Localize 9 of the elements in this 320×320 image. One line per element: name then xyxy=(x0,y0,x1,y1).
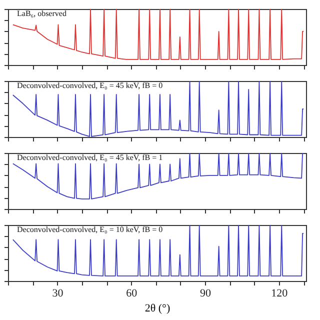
annotation: LaB₆, observed xyxy=(17,9,66,18)
x-tick-label: 120 xyxy=(271,288,288,300)
annotation: Deconvolved-convolved, E₀ = 45 keV, fB = 0 xyxy=(17,81,163,90)
x-tick-label: 60 xyxy=(126,288,138,300)
annotation: Deconvolved-convolved, E₀ = 10 keV, fB = 0 xyxy=(17,225,163,234)
x-tick-label: 90 xyxy=(200,288,212,300)
x-tick-label: 30 xyxy=(52,288,64,300)
x-axis-title: 2θ (°) xyxy=(144,302,170,314)
annotation: Deconvolved-convolved, E₀ = 45 keV, fB = 1 xyxy=(17,153,163,162)
